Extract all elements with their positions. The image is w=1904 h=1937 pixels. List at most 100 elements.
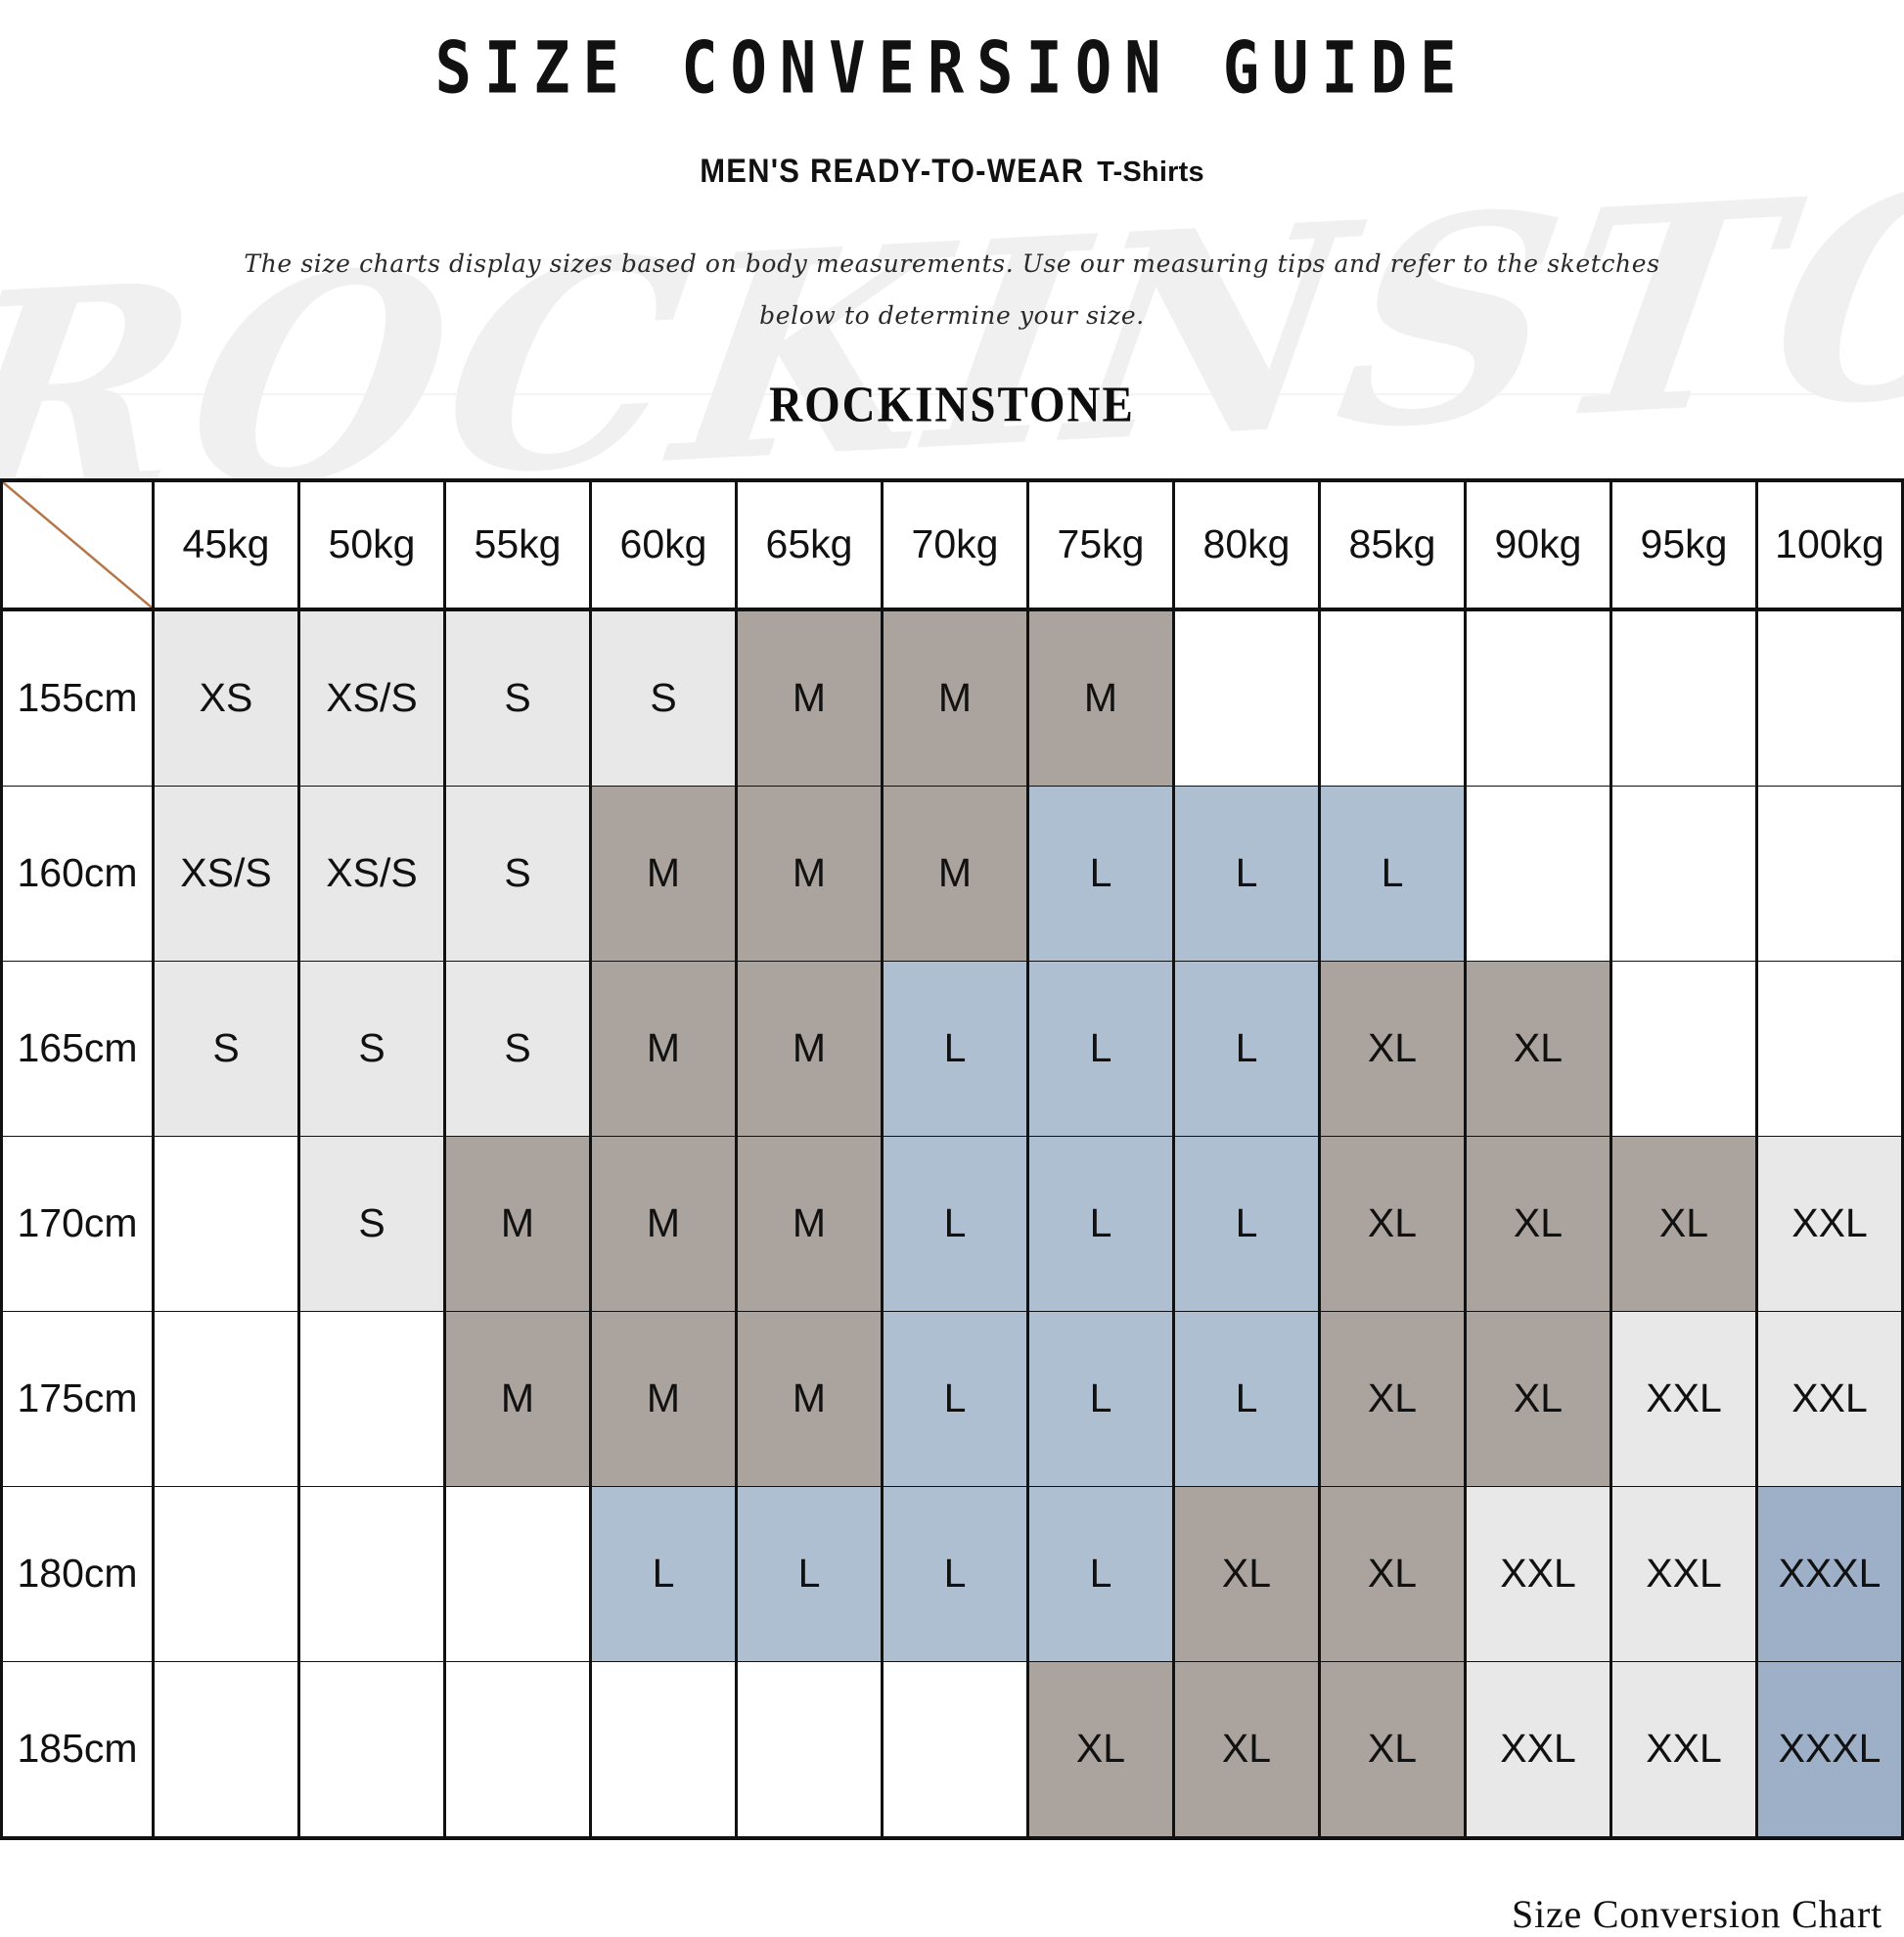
table-row: 185cm XL XL XL XXL XXL XXXL — [0, 1660, 1904, 1838]
table-row: 165cm S S S M M L L L XL XL — [0, 960, 1904, 1137]
weight-column-header: 85kg — [1318, 479, 1467, 611]
size-cell: S — [443, 785, 592, 962]
size-cell — [1755, 608, 1904, 787]
size-cell: M — [589, 960, 738, 1137]
table-body: 155cm XS XS/S S S M M M 160cm XS/S XS/S S M M M L L L 165c… — [0, 608, 1904, 1838]
size-cell: XXL — [1609, 1485, 1758, 1662]
weight-column-header: 80kg — [1172, 479, 1321, 611]
size-cell: M — [735, 960, 884, 1137]
brand-name: ROCKINSTONE — [769, 376, 1135, 433]
size-cell: XXL — [1464, 1485, 1612, 1662]
size-cell: XL — [1464, 1310, 1612, 1487]
size-cell — [443, 1485, 592, 1662]
size-cell: XS/S — [297, 608, 446, 787]
size-cell: M — [881, 785, 1029, 962]
size-cell: M — [735, 785, 884, 962]
size-cell: M — [443, 1310, 592, 1487]
size-cell: M — [589, 785, 738, 962]
size-cell: M — [735, 1135, 884, 1312]
subtitle-product: T-Shirts — [1097, 157, 1204, 188]
size-cell — [1609, 960, 1758, 1137]
size-cell — [1172, 608, 1321, 787]
size-cell: S — [297, 1135, 446, 1312]
size-cell — [1318, 608, 1467, 787]
size-cell: L — [881, 1135, 1029, 1312]
size-cell: M — [735, 608, 884, 787]
size-cell: L — [1026, 1310, 1175, 1487]
size-cell: M — [443, 1135, 592, 1312]
size-cell: M — [589, 1310, 738, 1487]
table-row: 155cm XS XS/S S S M M M — [0, 608, 1904, 787]
size-cell: S — [589, 608, 738, 787]
weight-column-header: 65kg — [735, 479, 884, 611]
size-cell: XL — [1172, 1660, 1321, 1838]
size-cell: XXL — [1755, 1310, 1904, 1487]
size-cell: XL — [1318, 1135, 1467, 1312]
size-cell: XL — [1318, 1310, 1467, 1487]
size-cell: L — [1026, 960, 1175, 1137]
page-title: SIZE CONVERSION GUIDE — [434, 24, 1470, 111]
size-cell: XS/S — [152, 785, 300, 962]
size-cell: XL — [1026, 1660, 1175, 1838]
size-cell — [297, 1485, 446, 1662]
size-cell: L — [735, 1485, 884, 1662]
size-cell: M — [881, 608, 1029, 787]
size-cell: XL — [1318, 1660, 1467, 1838]
size-cell: XL — [1318, 960, 1467, 1137]
weight-column-header: 100kg — [1755, 479, 1904, 611]
size-cell: XXXL — [1755, 1660, 1904, 1838]
table-row: 170cm S M M M L L L XL XL XL XXL — [0, 1135, 1904, 1312]
size-cell: L — [1172, 1135, 1321, 1312]
size-cell — [1464, 785, 1612, 962]
height-row-header: 155cm — [0, 608, 155, 787]
size-cell: XXL — [1755, 1135, 1904, 1312]
size-cell — [297, 1310, 446, 1487]
height-row-header: 185cm — [0, 1660, 155, 1838]
subtitle-category: MEN'S READY-TO-WEAR — [700, 151, 1085, 191]
size-cell: XL — [1172, 1485, 1321, 1662]
height-row-header: 180cm — [0, 1485, 155, 1662]
weight-column-header: 70kg — [881, 479, 1029, 611]
size-cell — [1464, 608, 1612, 787]
size-cell: L — [881, 1485, 1029, 1662]
height-row-header: 165cm — [0, 960, 155, 1137]
size-cell — [443, 1660, 592, 1838]
size-cell: XXL — [1464, 1660, 1612, 1838]
size-cell: M — [589, 1135, 738, 1312]
size-cell — [1755, 960, 1904, 1137]
diagonal-divider-icon — [4, 481, 151, 606]
table-row: 175cm M M M L L L XL XL XXL XXL — [0, 1310, 1904, 1487]
size-cell: XS/S — [297, 785, 446, 962]
size-cell: XL — [1318, 1485, 1467, 1662]
size-cell: L — [881, 960, 1029, 1137]
size-cell — [881, 1660, 1029, 1838]
size-cell: L — [1172, 1310, 1321, 1487]
size-cell: M — [1026, 608, 1175, 787]
height-row-header: 175cm — [0, 1310, 155, 1487]
weight-column-header: 45kg — [152, 479, 300, 611]
table-row: 160cm XS/S XS/S S M M M L L L — [0, 785, 1904, 962]
size-cell: L — [589, 1485, 738, 1662]
size-cell — [589, 1660, 738, 1838]
size-cell: M — [735, 1310, 884, 1487]
size-cell: L — [1026, 1135, 1175, 1312]
size-cell — [152, 1310, 300, 1487]
weight-column-header: 55kg — [443, 479, 592, 611]
size-cell: XL — [1464, 1135, 1612, 1312]
table-row: 180cm L L L L XL XL XXL XXL XXXL — [0, 1485, 1904, 1662]
size-cell: L — [1172, 785, 1321, 962]
height-row-header: 160cm — [0, 785, 155, 962]
size-cell — [152, 1135, 300, 1312]
size-cell: S — [297, 960, 446, 1137]
size-cell — [1755, 785, 1904, 962]
size-cell: XS — [152, 608, 300, 787]
size-cell: XXXL — [1755, 1485, 1904, 1662]
height-row-header: 170cm — [0, 1135, 155, 1312]
size-cell — [297, 1660, 446, 1838]
size-cell — [152, 1660, 300, 1838]
weight-column-header: 75kg — [1026, 479, 1175, 611]
size-cell: XXL — [1609, 1660, 1758, 1838]
size-cell — [735, 1660, 884, 1838]
size-cell: XXL — [1609, 1310, 1758, 1487]
